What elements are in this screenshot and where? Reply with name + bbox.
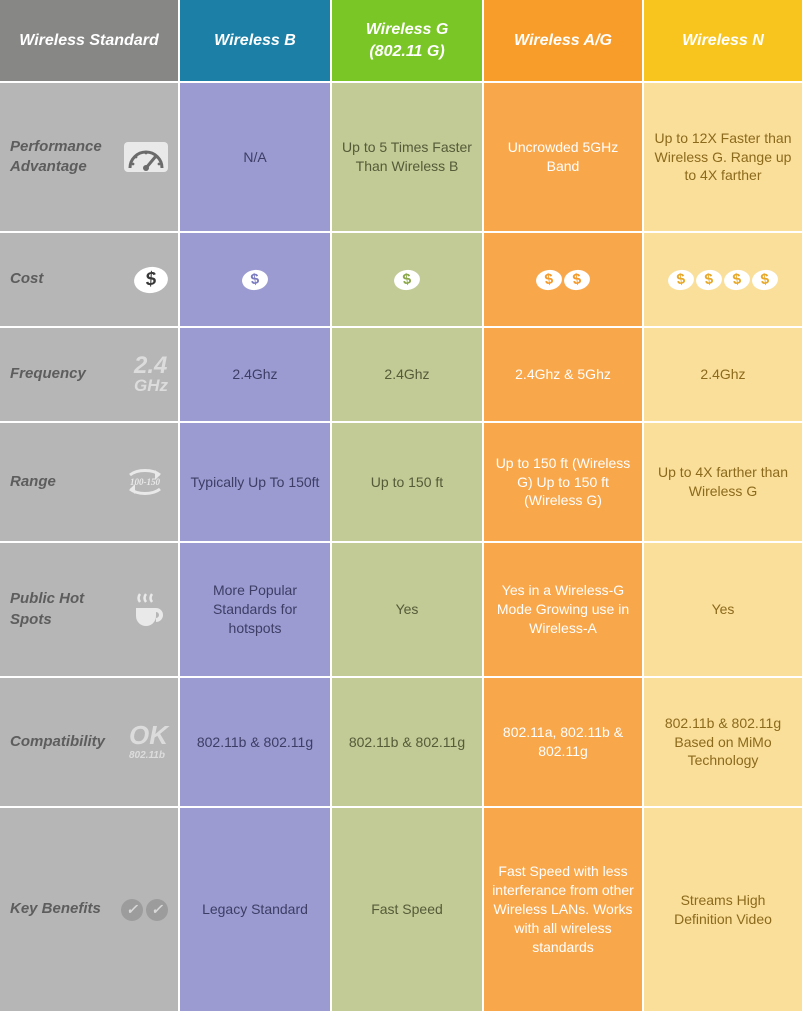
row-label-text: Range <box>10 472 116 492</box>
ok-icon: OK802.11b <box>129 724 168 761</box>
compat-ag: 802.11a, 802.11b & 802.11g <box>484 678 644 808</box>
range-g: Up to 150 ft <box>332 423 484 543</box>
hotspot-n: Yes <box>644 543 804 678</box>
hotspot-ag: Yes in a Wireless-G Mode Growing use in … <box>484 543 644 678</box>
header-wireless-n: Wireless N <box>644 0 804 83</box>
cost-g: $ <box>332 233 484 328</box>
benefit-ag: Fast Speed with less interferance from o… <box>484 808 644 1013</box>
hotspot-g: Yes <box>332 543 484 678</box>
benefit-n: Streams High Definition Video <box>644 808 804 1013</box>
cost-n: $$$$ <box>644 233 804 328</box>
row-label-hotspots: Public Hot Spots <box>0 543 180 678</box>
compat-n: 802.11b & 802.11g Based on MiMo Technolo… <box>644 678 804 808</box>
row-label-text: Performance Advantage <box>10 137 118 178</box>
compat-b: 802.11b & 802.11g <box>180 678 332 808</box>
row-label-frequency: Frequency 2.4GHz <box>0 328 180 423</box>
gauge-icon <box>124 142 168 172</box>
row-label-text: Cost <box>10 269 128 289</box>
range-arrows-icon: 100-150 <box>122 465 168 499</box>
benefit-b: Legacy Standard <box>180 808 332 1013</box>
perf-g: Up to 5 Times Faster Than Wireless B <box>332 83 484 233</box>
range-b: Typically Up To 150ft <box>180 423 332 543</box>
perf-n: Up to 12X Faster than Wireless G. Range … <box>644 83 804 233</box>
svg-text:100-150: 100-150 <box>130 477 160 487</box>
row-label-performance: Performance Advantage <box>0 83 180 233</box>
row-label-text: Key Benefits <box>10 899 115 919</box>
header-wireless-ag: Wireless A/G <box>484 0 644 83</box>
coffee-mug-icon <box>128 590 168 630</box>
freq-n: 2.4Ghz <box>644 328 804 423</box>
row-label-text: Public Hot Spots <box>10 589 122 630</box>
compat-g: 802.11b & 802.11g <box>332 678 484 808</box>
double-check-icon: ✓✓ <box>121 899 168 921</box>
header-wireless-b: Wireless B <box>180 0 332 83</box>
hotspot-b: More Popular Standards for hotspots <box>180 543 332 678</box>
row-label-compatibility: Compatibility OK802.11b <box>0 678 180 808</box>
wireless-comparison-table: Wireless Standard Wireless B Wireless G … <box>0 0 804 1013</box>
perf-b: N/A <box>180 83 332 233</box>
range-n: Up to 4X farther than Wireless G <box>644 423 804 543</box>
row-label-range: Range 100-150 <box>0 423 180 543</box>
freq-g: 2.4Ghz <box>332 328 484 423</box>
cost-ag: $$ <box>484 233 644 328</box>
header-standard: Wireless Standard <box>0 0 180 83</box>
perf-ag: Uncrowded 5GHz Band <box>484 83 644 233</box>
dollar-coin-icon: $ <box>134 267 168 293</box>
header-wireless-g: Wireless G (802.11 G) <box>332 0 484 83</box>
row-label-benefits: Key Benefits ✓✓ <box>0 808 180 1013</box>
range-ag: Up to 150 ft (Wireless G) Up to 150 ft (… <box>484 423 644 543</box>
benefit-g: Fast Speed <box>332 808 484 1013</box>
row-label-cost: Cost $ <box>0 233 180 328</box>
row-label-text: Compatibility <box>10 732 123 752</box>
cost-b: $ <box>180 233 332 328</box>
freq-ag: 2.4Ghz & 5Ghz <box>484 328 644 423</box>
freq-b: 2.4Ghz <box>180 328 332 423</box>
row-label-text: Frequency <box>10 364 128 384</box>
frequency-icon: 2.4GHz <box>134 355 168 394</box>
